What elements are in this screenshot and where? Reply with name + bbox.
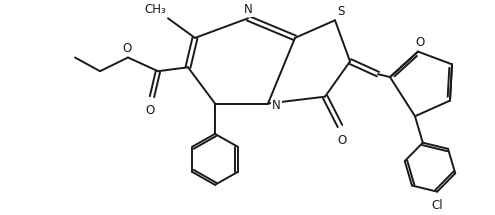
Text: O: O bbox=[338, 134, 346, 147]
Text: N: N bbox=[244, 3, 252, 16]
Text: CH₃: CH₃ bbox=[144, 3, 166, 16]
Text: O: O bbox=[122, 41, 132, 55]
Text: N: N bbox=[272, 99, 281, 112]
Text: S: S bbox=[337, 5, 345, 18]
Text: O: O bbox=[146, 104, 154, 118]
Text: O: O bbox=[415, 36, 425, 49]
Text: Cl: Cl bbox=[432, 200, 443, 212]
